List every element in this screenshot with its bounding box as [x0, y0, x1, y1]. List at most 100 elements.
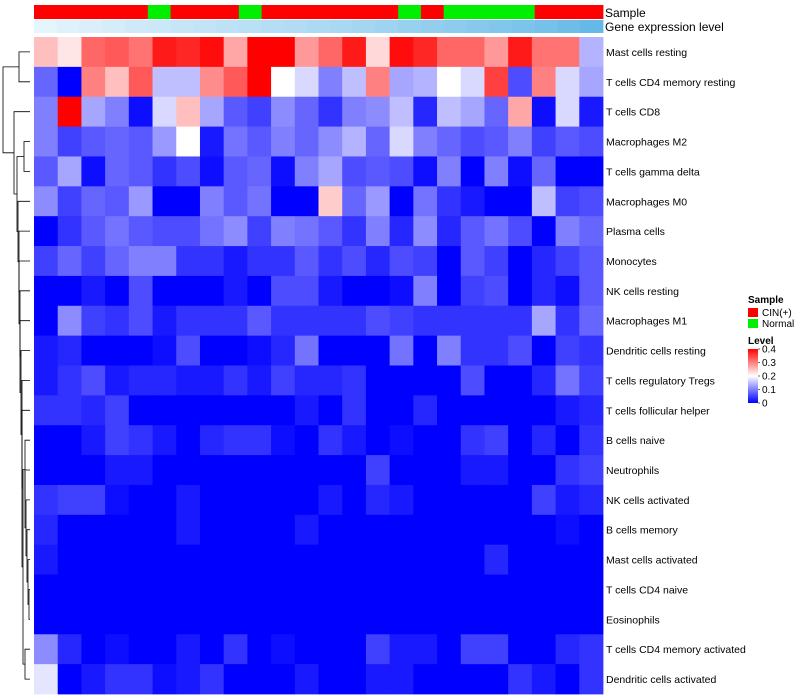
heatmap-cell-r20-c19 [484, 634, 509, 665]
heatmap-cell-r3-c4 [128, 126, 153, 157]
heatmap-cell-r2-c15 [389, 96, 414, 127]
expression-cell-4 [125, 20, 149, 33]
heatmap-cell-r11-c10 [271, 365, 296, 396]
heatmap-cell-r21-c5 [152, 664, 177, 695]
heatmap-cell-r19-c8 [223, 604, 248, 635]
heatmap-cell-r2-c5 [152, 96, 177, 127]
heatmap-cell-r12-c11 [294, 395, 319, 426]
heatmap-cell-r19-c3 [105, 604, 130, 635]
sample-cell-5 [147, 5, 171, 19]
expression-cell-15 [375, 20, 399, 33]
heatmap-cell-r7-c4 [128, 246, 153, 277]
heatmap-cell-r16-c4 [128, 514, 153, 546]
heatmap-cell-r2-c22 [555, 96, 580, 127]
heatmap-cell-r21-c14 [365, 664, 391, 695]
heatmap-cell-r13-c15 [389, 425, 414, 456]
heatmap-cell-r11-c2 [81, 365, 106, 396]
heatmap-cell-r10-c2 [81, 335, 106, 366]
sample-cell-19 [466, 5, 490, 19]
sample-cell-8 [216, 5, 240, 19]
heatmap-cell-r20-c0 [34, 634, 59, 665]
heatmap-cell-r8-c0 [34, 275, 59, 307]
legend-tick-label-3: 0.3 [762, 358, 776, 369]
heatmap-cell-r8-c4 [128, 275, 153, 307]
heatmap-cell-r13-c13 [342, 425, 367, 456]
heatmap-cell-r7-c2 [81, 246, 106, 277]
heatmap-cell-r20-c7 [199, 634, 225, 665]
heatmap-cell-r16-c13 [342, 514, 367, 546]
heatmap-cell-r21-c8 [223, 664, 248, 695]
heatmap-cell-r17-c10 [271, 544, 296, 575]
heatmap-cell-r4-c16 [413, 156, 438, 187]
heatmap-cell-r12-c2 [81, 395, 106, 426]
heatmap-cell-r0-c23 [579, 37, 604, 68]
heatmap-cell-r17-c14 [365, 544, 391, 575]
heatmap-cell-r5-c22 [555, 186, 580, 217]
heatmap-cell-r21-c16 [413, 664, 438, 695]
heatmap-cell-r10-c11 [294, 335, 319, 366]
heatmap-cell-r4-c7 [199, 156, 225, 187]
heatmap-cell-r0-c22 [555, 37, 580, 68]
heatmap-cell-r6-c22 [555, 216, 580, 247]
heatmap-cell-r16-c15 [389, 514, 414, 546]
heatmap-cell-r21-c17 [437, 664, 462, 695]
heatmap-cell-r7-c23 [579, 246, 604, 277]
expression-cell-17 [420, 20, 445, 33]
heatmap-cell-r10-c1 [57, 335, 82, 366]
heatmap-cell-r0-c8 [223, 37, 248, 68]
heatmap-cell-r21-c6 [176, 664, 201, 695]
dendrogram-branch-14 [18, 230, 30, 293]
expression-cell-7 [193, 20, 217, 33]
heatmap-cell-r20-c22 [555, 634, 580, 665]
heatmap-cell-r3-c14 [365, 126, 391, 157]
heatmap-cell-r10-c7 [199, 335, 225, 366]
heatmap-cell-r18-c22 [555, 574, 580, 605]
heatmap-cell-r17-c7 [199, 544, 225, 575]
heatmap-cell-r14-c6 [176, 455, 201, 486]
heatmap-cell-r21-c9 [247, 664, 272, 695]
heatmap-cell-r15-c4 [128, 484, 153, 516]
dendrogram-branch-9 [21, 380, 30, 489]
heatmap-cell-r5-c21 [531, 186, 556, 217]
heatmap-cell-r3-c1 [57, 126, 82, 157]
heatmap-cell-r19-c5 [152, 604, 177, 635]
heatmap-cell-r18-c20 [508, 574, 533, 605]
row-label-1: T cells CD4 memory resting [606, 77, 735, 89]
heatmap-cell-r9-c9 [247, 305, 272, 337]
heatmap-cell-r0-c4 [128, 37, 153, 68]
heatmap-cell-r5-c18 [460, 186, 485, 217]
heatmap-cell-r15-c18 [460, 484, 485, 516]
heatmap-cell-r1-c5 [152, 66, 177, 98]
heatmap-cell-r19-c21 [531, 604, 556, 635]
expression-annotation-bar [34, 20, 604, 33]
heatmap-cell-r11-c23 [579, 365, 604, 396]
heatmap-cell-r14-c18 [460, 455, 485, 486]
heatmap-cell-r13-c19 [484, 425, 509, 456]
heatmap-cell-r1-c17 [437, 66, 462, 98]
heatmap-cell-r3-c11 [294, 126, 319, 157]
heatmap-cell-r15-c20 [508, 484, 533, 516]
heatmap-cell-r20-c21 [531, 634, 556, 665]
heatmap-cell-r10-c15 [389, 335, 414, 366]
heatmap-cell-r5-c14 [365, 186, 391, 217]
heatmap-cell-r6-c3 [105, 216, 130, 247]
heatmap-cell-r2-c16 [413, 96, 438, 127]
heatmap-cell-r16-c17 [437, 514, 462, 546]
heatmap-cell-r2-c18 [460, 96, 485, 127]
heatmap-cell-r8-c23 [579, 275, 604, 307]
heatmap-cell-r5-c10 [271, 186, 296, 217]
heatmap-cell-r5-c8 [223, 186, 248, 217]
heatmap-cell-r19-c11 [294, 604, 319, 635]
heatmap-cell-r6-c5 [152, 216, 177, 247]
heatmap-cell-r6-c19 [484, 216, 509, 247]
heatmap-cell-r6-c6 [176, 216, 201, 247]
heatmap-cell-r6-c8 [223, 216, 248, 247]
heatmap-cell-r17-c6 [176, 544, 201, 575]
heatmap-cell-r18-c2 [81, 574, 106, 605]
heatmap-cell-r7-c13 [342, 246, 367, 277]
heatmap-cell-r4-c18 [460, 156, 485, 187]
heatmap-cell-r10-c4 [128, 335, 153, 366]
heatmap-cell-r7-c14 [365, 246, 391, 277]
heatmap-cell-r19-c0 [34, 604, 59, 635]
heatmap-cell-r18-c17 [437, 574, 462, 605]
